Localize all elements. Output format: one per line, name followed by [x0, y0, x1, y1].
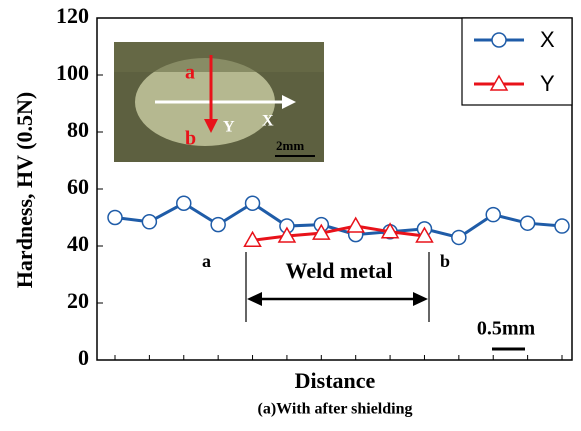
weld-arrow — [413, 292, 428, 306]
y-tick-label: 80 — [67, 117, 89, 142]
y-tick-label: 60 — [67, 174, 89, 199]
annotation: Weld metal — [286, 258, 393, 283]
inset-label: X — [262, 113, 274, 130]
y-axis-label: Hardness, HV (0.5N) — [12, 92, 37, 288]
point — [177, 196, 191, 210]
inset-label: a — [185, 62, 195, 84]
inset-label: b — [185, 128, 196, 150]
x-axis-label: Distance — [295, 368, 376, 393]
annotation: b — [440, 251, 450, 271]
point — [555, 219, 569, 233]
scale-label: 0.5mm — [477, 318, 536, 340]
point — [142, 215, 156, 229]
legend-box — [462, 18, 572, 105]
point — [486, 208, 500, 222]
y-tick-label: 0 — [78, 345, 89, 370]
point — [348, 218, 364, 232]
inset-scale: 2mm — [276, 138, 304, 153]
inset-label: Y — [223, 119, 235, 136]
caption: (a)With after shielding — [258, 401, 413, 418]
legend-label: Y — [540, 71, 555, 96]
legend-marker — [492, 33, 506, 47]
point — [452, 230, 466, 244]
y-tick-label: 20 — [67, 288, 89, 313]
point — [246, 196, 260, 210]
y-tick-label: 100 — [56, 60, 89, 85]
weld-arrow — [247, 292, 262, 306]
point — [211, 218, 225, 232]
y-tick-label: 40 — [67, 231, 89, 256]
annotation: a — [202, 251, 211, 271]
y-tick-label: 120 — [56, 3, 89, 28]
point — [521, 216, 535, 230]
legend-label: X — [540, 27, 555, 52]
chart: Hardness, HV (0.5N) Distance (a)With aft… — [0, 0, 581, 426]
point — [108, 211, 122, 225]
